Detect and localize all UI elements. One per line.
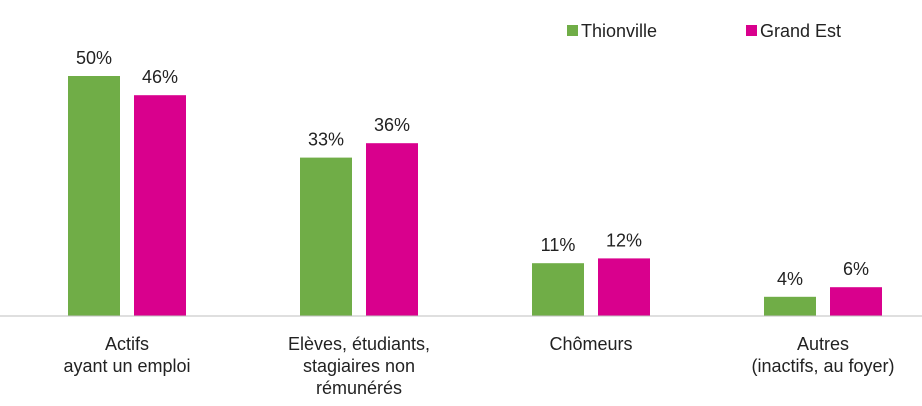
x-tick-label: Actifs ayant un emploi bbox=[63, 334, 191, 376]
bar bbox=[532, 263, 584, 316]
bar bbox=[366, 143, 418, 316]
bar bbox=[764, 296, 816, 316]
data-label: 11% bbox=[541, 235, 576, 255]
data-label: 33% bbox=[308, 130, 344, 150]
bar bbox=[134, 95, 186, 316]
data-label: 36% bbox=[374, 115, 410, 135]
x-tick-label: Chômeurs bbox=[549, 334, 633, 354]
data-label: 12% bbox=[606, 230, 642, 250]
legend-label: Thionville bbox=[581, 21, 657, 41]
legend-swatch bbox=[746, 25, 757, 36]
bar bbox=[68, 76, 120, 316]
legend-label: Grand Est bbox=[760, 21, 841, 41]
bar bbox=[830, 287, 882, 316]
data-label: 50% bbox=[76, 48, 112, 68]
data-label: 4% bbox=[777, 269, 803, 289]
data-label: 46% bbox=[142, 67, 178, 87]
x-tick-label: Elèves, étudiants, stagiaires non rémuné… bbox=[287, 334, 431, 398]
bar bbox=[300, 157, 352, 316]
x-tick-label: Autres (inactifs, au foyer) bbox=[751, 334, 895, 376]
bar bbox=[598, 258, 650, 316]
legend-swatch bbox=[567, 25, 578, 36]
data-label: 6% bbox=[843, 259, 869, 279]
